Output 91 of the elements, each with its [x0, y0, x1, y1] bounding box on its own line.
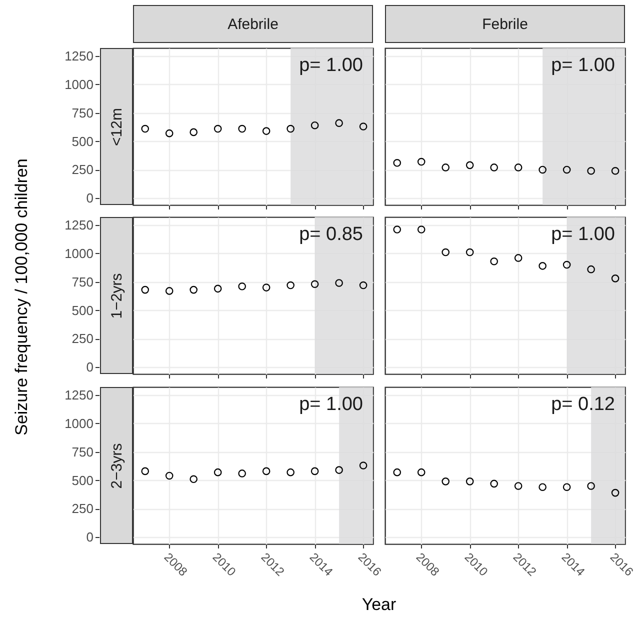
point [611, 166, 620, 175]
point [165, 472, 174, 480]
y-tick-label: 250 [72, 162, 94, 178]
text: 2−3yrs [108, 442, 125, 488]
point [335, 279, 343, 287]
point [359, 281, 368, 290]
y-tick-label: 1250 [64, 217, 94, 232]
point [442, 248, 450, 256]
point [310, 121, 319, 130]
y-tick-label: 500 [72, 472, 94, 488]
point [214, 284, 222, 293]
point [587, 265, 595, 274]
text: 1−2yrs [108, 272, 125, 318]
annotation: p= 1.00 [299, 55, 363, 76]
point [286, 124, 294, 133]
point [538, 166, 546, 174]
y-axis-title: Seizure frequency / 100,000 children [12, 158, 32, 436]
point [262, 467, 270, 476]
point [490, 257, 498, 266]
y-tick-label: 250 [72, 331, 94, 346]
point [286, 468, 294, 476]
point [466, 478, 474, 486]
point [359, 462, 368, 470]
point [417, 158, 426, 166]
point [514, 164, 522, 172]
chart-title: Afebrile [133, 5, 373, 43]
point [286, 281, 294, 290]
point [538, 262, 546, 270]
point [514, 254, 522, 262]
point [417, 226, 426, 234]
annotation: p= 0.85 [299, 224, 363, 245]
point [562, 260, 571, 269]
y-tick-label: 250 [72, 501, 94, 516]
point [335, 119, 343, 127]
point [393, 159, 402, 167]
y-tick-label: 1250 [64, 387, 94, 402]
y-tick-label: 750 [72, 105, 94, 120]
annotation: p= 1.00 [551, 55, 615, 76]
point [587, 482, 595, 490]
point [190, 475, 198, 484]
point [141, 286, 150, 294]
point [417, 468, 426, 476]
annotation: p= 1.00 [551, 224, 615, 245]
y-tick-label: 500 [72, 302, 94, 318]
y-tick-label: 0 [86, 530, 94, 545]
point [310, 280, 319, 288]
y-tick-label: 750 [72, 444, 94, 460]
point [442, 478, 450, 486]
point [190, 128, 198, 136]
y-tick-label: 1000 [64, 246, 94, 261]
chart-title: Febrile [385, 5, 625, 43]
y-tick-label: 0 [86, 360, 94, 375]
point [562, 483, 571, 492]
x-axis-title: Year [362, 595, 396, 615]
point [611, 488, 620, 497]
point [262, 127, 270, 135]
point [514, 482, 522, 490]
point [393, 226, 402, 234]
point [359, 122, 368, 130]
point [490, 164, 498, 172]
point [393, 468, 402, 476]
point [466, 248, 474, 256]
point [587, 166, 595, 175]
point [335, 466, 343, 474]
y-tick-label: 1000 [64, 76, 94, 92]
point [141, 124, 150, 133]
y-tick-label: 750 [72, 274, 94, 290]
point [490, 480, 498, 488]
y-tick-label: 1250 [64, 48, 94, 64]
y-tick-label: 1000 [64, 416, 94, 431]
point [238, 282, 246, 290]
point [165, 129, 174, 138]
point [238, 124, 246, 133]
y-tick-label: 0 [86, 190, 94, 206]
point [190, 286, 198, 294]
point [238, 470, 246, 478]
point [310, 467, 319, 476]
annotation: p= 0.12 [551, 394, 615, 415]
point [562, 166, 571, 174]
point [611, 274, 620, 282]
y-tick-label: 500 [72, 134, 94, 149]
text: <12m [108, 108, 125, 146]
point [141, 467, 150, 476]
point [262, 284, 270, 292]
point [165, 287, 174, 295]
point [214, 124, 222, 133]
point [442, 164, 450, 172]
point [466, 161, 474, 170]
annotation: p= 1.00 [299, 394, 363, 415]
point [214, 468, 222, 476]
point [538, 483, 546, 492]
